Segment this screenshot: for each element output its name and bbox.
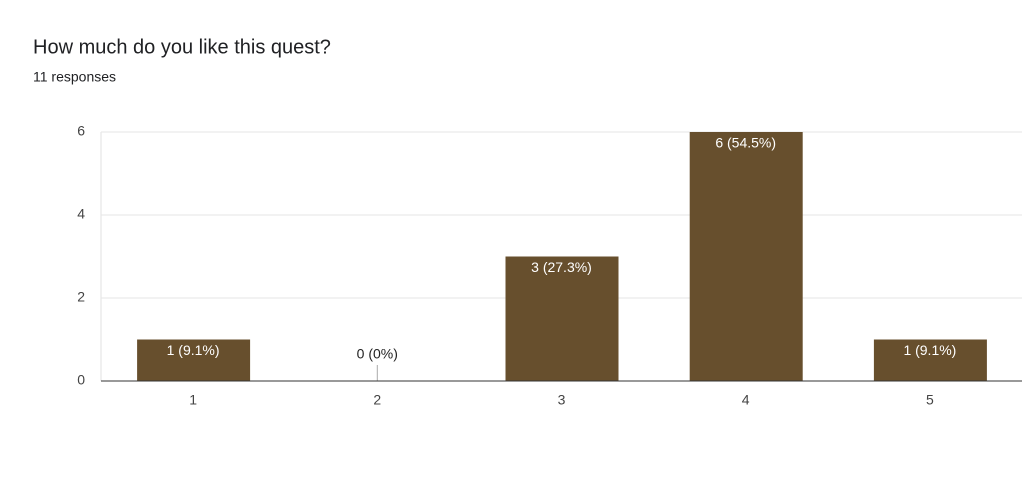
bar [137, 339, 251, 381]
x-tick-label: 2 [373, 392, 381, 408]
value-label: 1 (9.1%) [903, 342, 956, 358]
y-tick-label: 0 [77, 372, 85, 388]
chart-subtitle: 11 responses [33, 69, 116, 85]
chart-title: How much do you like this quest? [33, 36, 331, 58]
bar [873, 339, 987, 381]
bar [689, 132, 803, 381]
y-tick-label: 2 [77, 289, 85, 305]
x-tick-label: 5 [926, 392, 934, 408]
x-tick-label: 3 [558, 392, 566, 408]
y-tick-label: 4 [77, 206, 85, 222]
value-label: 6 (54.5%) [715, 135, 776, 151]
x-tick-label: 4 [742, 392, 750, 408]
bar [505, 256, 619, 381]
y-tick-label: 6 [77, 123, 85, 139]
value-label: 0 (0%) [357, 346, 398, 362]
x-tick-label: 1 [189, 392, 197, 408]
value-label: 1 (9.1%) [167, 342, 220, 358]
value-label: 3 (27.3%) [531, 259, 592, 275]
